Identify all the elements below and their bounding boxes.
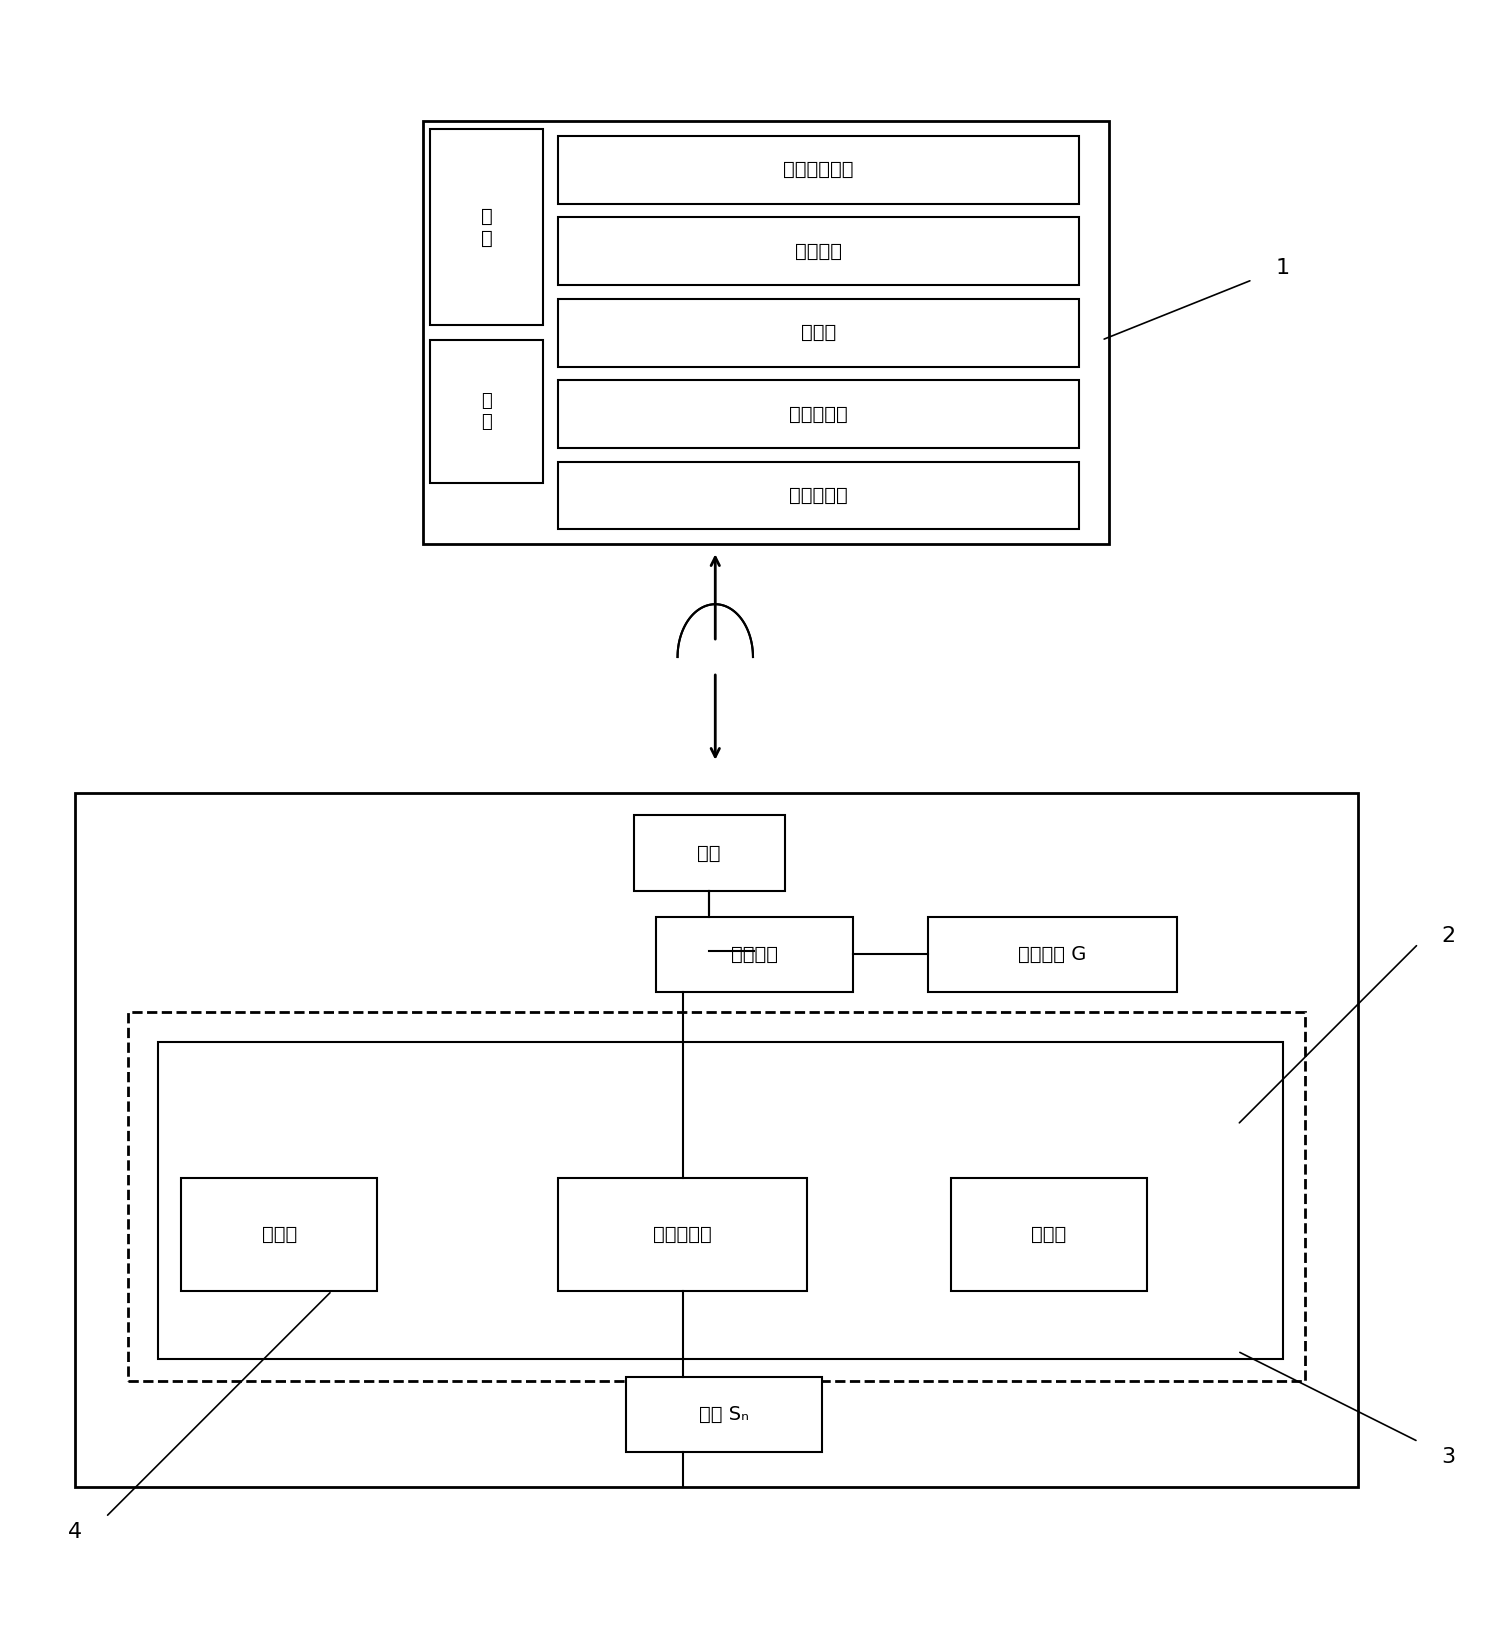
FancyBboxPatch shape xyxy=(928,917,1177,993)
Text: 反射器: 反射器 xyxy=(1031,1225,1067,1244)
Text: 叉指换能器: 叉指换能器 xyxy=(653,1225,712,1244)
FancyBboxPatch shape xyxy=(634,815,785,890)
Text: 天线: 天线 xyxy=(697,844,721,863)
Text: 钢丝 Sₙ: 钢丝 Sₙ xyxy=(699,1406,750,1424)
FancyBboxPatch shape xyxy=(423,122,1109,543)
FancyBboxPatch shape xyxy=(158,1042,1283,1358)
Text: 微控制器: 微控制器 xyxy=(795,242,842,260)
Text: 4: 4 xyxy=(68,1523,81,1542)
FancyBboxPatch shape xyxy=(558,1177,807,1290)
Text: 匹配阻抗: 匹配阻抗 xyxy=(730,945,779,965)
Text: 电
源: 电 源 xyxy=(481,206,492,247)
FancyBboxPatch shape xyxy=(430,128,543,324)
Text: 1: 1 xyxy=(1275,258,1289,278)
Text: 天
线: 天 线 xyxy=(481,392,492,431)
Text: 报警显示装置: 报警显示装置 xyxy=(783,160,854,179)
FancyBboxPatch shape xyxy=(951,1177,1147,1290)
Text: 存储器: 存储器 xyxy=(801,323,836,342)
FancyBboxPatch shape xyxy=(558,217,1079,285)
Text: 射频收发器: 射频收发器 xyxy=(789,486,848,505)
FancyBboxPatch shape xyxy=(656,917,853,993)
FancyBboxPatch shape xyxy=(626,1376,822,1452)
FancyBboxPatch shape xyxy=(558,298,1079,367)
Text: 反射器: 反射器 xyxy=(261,1225,297,1244)
FancyBboxPatch shape xyxy=(558,135,1079,204)
Text: 公共钢丝 G: 公共钢丝 G xyxy=(1019,945,1086,965)
FancyBboxPatch shape xyxy=(181,1177,377,1290)
Text: 频率计数器: 频率计数器 xyxy=(789,405,848,423)
Text: 2: 2 xyxy=(1441,927,1455,946)
FancyBboxPatch shape xyxy=(558,380,1079,448)
FancyBboxPatch shape xyxy=(430,341,543,484)
FancyBboxPatch shape xyxy=(75,793,1358,1486)
FancyBboxPatch shape xyxy=(558,461,1079,530)
Text: 3: 3 xyxy=(1441,1447,1455,1467)
Bar xyxy=(128,1012,1305,1381)
